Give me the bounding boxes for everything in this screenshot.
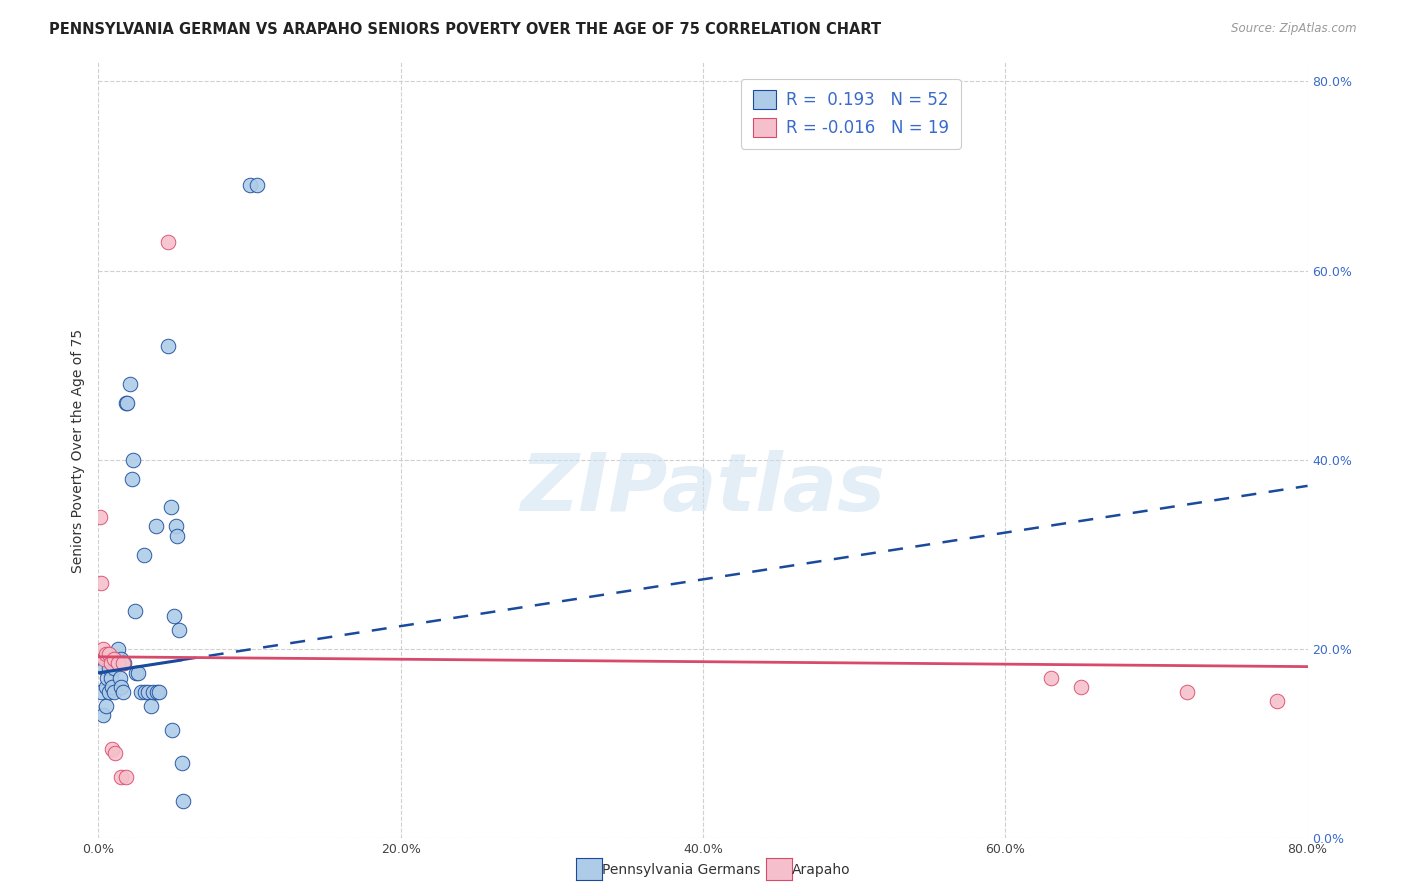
Text: Source: ZipAtlas.com: Source: ZipAtlas.com — [1232, 22, 1357, 36]
Point — [110, 770, 132, 784]
Point — [122, 453, 145, 467]
Point — [111, 685, 134, 699]
Point — [101, 651, 124, 665]
Point — [1070, 680, 1092, 694]
Point — [104, 747, 127, 761]
Text: Arapaho: Arapaho — [792, 863, 851, 877]
Point — [124, 604, 146, 618]
Point — [93, 661, 115, 675]
Point — [103, 661, 125, 675]
Point — [90, 576, 112, 591]
Point — [145, 519, 167, 533]
Point — [101, 741, 124, 756]
Point — [239, 178, 262, 193]
Point — [103, 651, 125, 665]
Point — [114, 396, 136, 410]
Point — [110, 651, 132, 665]
Point — [100, 657, 122, 671]
Point — [148, 685, 170, 699]
Point — [114, 770, 136, 784]
Point — [132, 548, 155, 562]
Point — [165, 519, 187, 533]
Point — [96, 651, 118, 665]
Point — [98, 661, 121, 675]
Point — [156, 339, 179, 353]
Point — [134, 685, 156, 699]
Point — [107, 657, 129, 671]
Point — [111, 657, 134, 671]
Point — [94, 647, 117, 661]
Point — [127, 665, 149, 680]
Point — [93, 651, 115, 665]
Point — [100, 671, 122, 685]
Text: PENNSYLVANIA GERMAN VS ARAPAHO SENIORS POVERTY OVER THE AGE OF 75 CORRELATION CH: PENNSYLVANIA GERMAN VS ARAPAHO SENIORS P… — [49, 22, 882, 37]
Legend: R =  0.193   N = 52, R = -0.016   N = 19: R = 0.193 N = 52, R = -0.016 N = 19 — [741, 78, 960, 149]
Point — [163, 609, 186, 624]
Point — [1175, 685, 1198, 699]
Point — [96, 671, 118, 685]
Point — [1267, 694, 1289, 708]
Point — [89, 509, 111, 524]
Point — [94, 698, 117, 713]
Point — [162, 723, 184, 737]
Point — [108, 671, 131, 685]
Point — [107, 657, 129, 671]
Point — [101, 680, 124, 694]
Point — [107, 642, 129, 657]
Point — [125, 665, 148, 680]
Point — [246, 178, 269, 193]
Point — [98, 647, 121, 661]
Point — [110, 680, 132, 694]
Point — [141, 698, 163, 713]
Point — [121, 472, 143, 486]
Point — [104, 657, 127, 671]
Point — [91, 642, 114, 657]
Point — [172, 794, 194, 808]
Point — [136, 685, 159, 699]
Point — [142, 685, 165, 699]
Point — [167, 624, 190, 638]
Point — [120, 377, 142, 392]
Point — [90, 685, 112, 699]
Point — [105, 651, 128, 665]
Point — [98, 685, 121, 699]
Point — [156, 235, 179, 250]
Point — [166, 528, 188, 542]
Point — [112, 657, 135, 671]
Point — [129, 685, 152, 699]
Point — [94, 680, 117, 694]
Y-axis label: Seniors Poverty Over the Age of 75: Seniors Poverty Over the Age of 75 — [72, 328, 86, 573]
Point — [170, 756, 193, 770]
Point — [1039, 671, 1062, 685]
Point — [103, 685, 125, 699]
Point — [91, 708, 114, 723]
Text: Pennsylvania Germans: Pennsylvania Germans — [602, 863, 761, 877]
Text: ZIPatlas: ZIPatlas — [520, 450, 886, 528]
Point — [146, 685, 169, 699]
Point — [160, 500, 183, 515]
Point — [100, 651, 122, 665]
Point — [115, 396, 138, 410]
